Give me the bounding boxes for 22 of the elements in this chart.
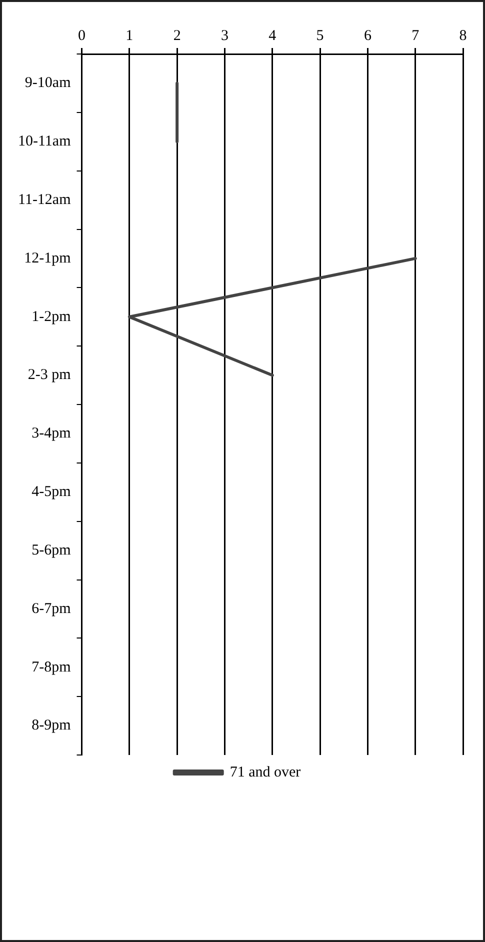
y-tick-label: 12-1pm bbox=[24, 250, 72, 266]
y-tick-label: 9-10am bbox=[24, 75, 72, 92]
x-tick-label: 7 bbox=[412, 28, 420, 44]
legend-label: 71 and over bbox=[230, 764, 301, 780]
x-tick-label: 8 bbox=[459, 28, 467, 44]
x-tick-label: 0 bbox=[78, 28, 86, 44]
y-tick-label: 5-6pm bbox=[32, 542, 72, 558]
y-tick-label: 10-11am bbox=[18, 134, 72, 150]
y-tick-label: 8-9pm bbox=[32, 718, 72, 734]
y-tick-label: 11-12am bbox=[18, 192, 72, 208]
y-tick-label: 7-8pm bbox=[32, 659, 72, 676]
x-tick-label: 4 bbox=[268, 28, 277, 44]
y-tick-label: 2-3 pm bbox=[28, 367, 72, 384]
x-tick-label: 1 bbox=[126, 28, 134, 44]
x-tick-label: 5 bbox=[316, 28, 324, 44]
x-tick-label: 2 bbox=[173, 28, 181, 44]
x-tick-label: 6 bbox=[364, 28, 372, 44]
y-tick-label: 6-7pm bbox=[32, 600, 72, 617]
y-tick-label: 3-4pm bbox=[32, 426, 72, 442]
y-tick-label: 4-5pm bbox=[32, 484, 72, 500]
x-tick-label: 3 bbox=[220, 28, 228, 44]
y-tick-label: 1-2pm bbox=[32, 308, 72, 325]
